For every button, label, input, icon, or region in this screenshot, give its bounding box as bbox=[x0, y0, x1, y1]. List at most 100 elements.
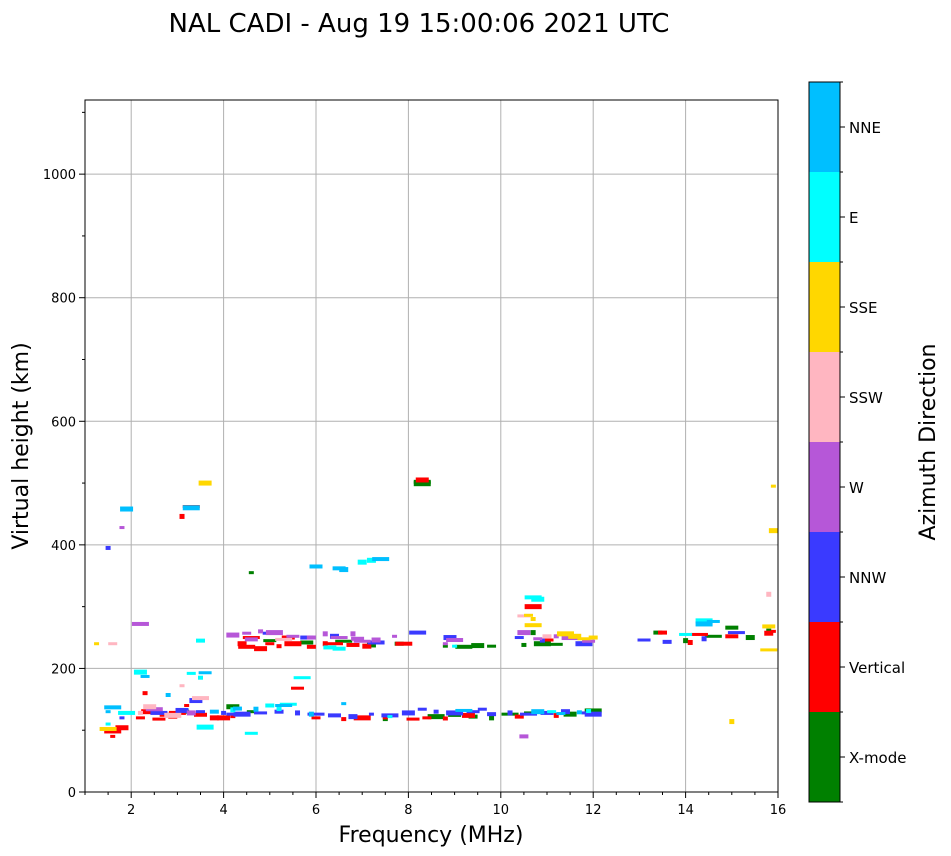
colorbar-tick-label: NNW bbox=[849, 569, 886, 587]
series-sse bbox=[94, 480, 778, 731]
data-point bbox=[520, 712, 538, 716]
colorbar-tick-label: X-mode bbox=[849, 749, 906, 767]
data-point bbox=[104, 705, 122, 710]
colorbar-segment-ssw bbox=[809, 352, 840, 442]
data-point bbox=[105, 545, 111, 550]
data-point bbox=[135, 716, 145, 720]
data-point bbox=[362, 643, 372, 649]
data-point bbox=[556, 712, 566, 716]
plot-area bbox=[85, 100, 778, 792]
chart-title: NAL CADI - Aug 19 15:00:06 2021 UTC bbox=[169, 9, 670, 39]
y-tick-label: 200 bbox=[51, 662, 76, 677]
data-point bbox=[658, 630, 667, 635]
data-point bbox=[192, 696, 209, 701]
data-point bbox=[704, 634, 722, 638]
data-point bbox=[265, 630, 283, 636]
data-point bbox=[452, 644, 458, 648]
data-point bbox=[327, 713, 341, 718]
data-point bbox=[332, 566, 346, 571]
data-point bbox=[582, 639, 596, 643]
data-point bbox=[237, 641, 247, 647]
data-point bbox=[524, 604, 542, 610]
data-point bbox=[727, 631, 745, 635]
data-point bbox=[238, 644, 256, 649]
data-point bbox=[198, 675, 203, 680]
colorbar-tick-label: Vertical bbox=[849, 659, 905, 677]
data-point bbox=[196, 638, 205, 643]
data-point bbox=[179, 513, 185, 519]
data-point bbox=[119, 716, 125, 720]
data-point bbox=[323, 645, 337, 650]
data-point bbox=[766, 628, 772, 632]
data-point bbox=[217, 715, 231, 721]
data-point bbox=[577, 637, 591, 641]
data-point bbox=[253, 706, 259, 712]
data-point bbox=[104, 729, 122, 734]
data-point bbox=[560, 709, 570, 715]
data-point bbox=[413, 481, 431, 487]
data-point bbox=[517, 630, 531, 636]
data-point bbox=[226, 704, 240, 710]
data-point bbox=[265, 642, 275, 646]
data-point bbox=[443, 635, 457, 641]
data-point bbox=[244, 731, 258, 735]
data-point bbox=[507, 710, 513, 716]
data-point bbox=[105, 722, 111, 726]
y-tick-label: 0 bbox=[68, 786, 76, 801]
data-marks bbox=[94, 477, 778, 739]
data-point bbox=[576, 710, 582, 715]
data-point bbox=[575, 641, 593, 647]
colorbar-tick-label: SSE bbox=[849, 299, 878, 317]
data-point bbox=[382, 716, 388, 720]
data-point bbox=[442, 642, 448, 646]
data-point bbox=[392, 634, 398, 638]
data-point bbox=[175, 707, 189, 713]
colorbar-label: Azimuth Direction bbox=[916, 343, 941, 540]
data-point bbox=[487, 644, 497, 648]
colorbar-segment-nne bbox=[809, 82, 840, 172]
data-point bbox=[233, 711, 251, 717]
data-point bbox=[186, 710, 196, 716]
x-tick-label: 4 bbox=[219, 803, 227, 818]
data-point bbox=[198, 480, 212, 486]
colorbar-segment-e bbox=[809, 172, 840, 262]
data-point bbox=[372, 557, 390, 562]
data-point bbox=[477, 707, 487, 711]
data-point bbox=[99, 726, 117, 731]
colorbar-tick-label: E bbox=[849, 209, 858, 227]
data-point bbox=[120, 506, 134, 512]
data-point bbox=[119, 526, 125, 530]
data-point bbox=[695, 618, 713, 624]
data-point bbox=[395, 641, 413, 646]
colorbar-tick-label: SSW bbox=[849, 389, 883, 407]
data-point bbox=[209, 715, 219, 721]
x-tick-label: 10 bbox=[493, 803, 510, 818]
data-point bbox=[275, 704, 293, 707]
data-point bbox=[322, 641, 328, 647]
colorbar-segment-vertical bbox=[809, 622, 840, 712]
data-point bbox=[401, 710, 415, 716]
data-point bbox=[209, 709, 219, 714]
data-point bbox=[517, 614, 531, 618]
data-point bbox=[406, 717, 420, 721]
data-point bbox=[581, 711, 587, 715]
data-point bbox=[760, 648, 778, 652]
data-point bbox=[553, 712, 559, 718]
data-point bbox=[332, 646, 346, 651]
data-point bbox=[143, 704, 157, 710]
data-point bbox=[322, 631, 328, 637]
data-point bbox=[446, 638, 464, 643]
series-ssw bbox=[108, 591, 772, 718]
data-point bbox=[530, 617, 536, 621]
data-point bbox=[542, 634, 552, 639]
data-point bbox=[584, 708, 602, 713]
data-point bbox=[683, 638, 689, 644]
data-point bbox=[221, 710, 227, 715]
data-point bbox=[115, 725, 129, 731]
data-point bbox=[295, 710, 301, 716]
data-point bbox=[276, 644, 282, 649]
y-tick-label: 600 bbox=[51, 415, 76, 430]
x-tick-label: 16 bbox=[770, 803, 787, 818]
data-point bbox=[189, 698, 203, 704]
data-point bbox=[417, 707, 427, 711]
